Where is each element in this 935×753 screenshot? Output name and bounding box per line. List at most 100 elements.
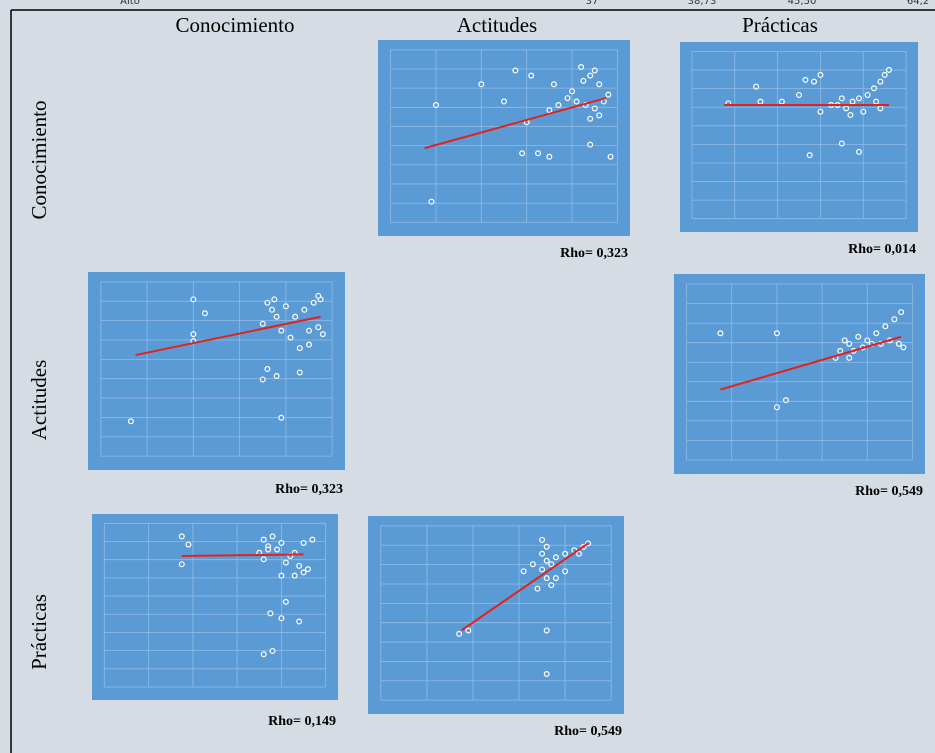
data-point <box>291 572 298 579</box>
data-point <box>596 112 603 119</box>
data-point <box>535 150 542 157</box>
data-point <box>260 556 267 563</box>
data-point <box>591 67 598 74</box>
data-point <box>550 81 557 88</box>
data-point <box>562 568 569 575</box>
data-point <box>278 615 285 622</box>
data-point <box>264 366 271 373</box>
header-strip-text: 37 <box>586 0 599 7</box>
row-header: Actitudes <box>27 360 51 440</box>
data-point <box>264 299 271 306</box>
data-point <box>310 299 317 306</box>
data-point <box>846 354 853 361</box>
data-point <box>465 627 472 634</box>
data-point <box>520 568 527 575</box>
rho-label: Rho= 0,549 <box>855 484 923 499</box>
data-point <box>178 533 185 540</box>
data-point <box>456 630 463 637</box>
data-point <box>278 414 285 421</box>
data-point <box>587 141 594 148</box>
data-point <box>562 550 569 557</box>
data-point <box>185 541 192 548</box>
data-point <box>201 310 208 317</box>
column-header: Conocimiento <box>176 13 295 37</box>
data-point <box>543 671 550 678</box>
data-point <box>580 77 587 84</box>
data-point <box>573 98 580 105</box>
scatter-panel <box>368 516 624 714</box>
data-point <box>847 112 854 119</box>
data-point <box>864 337 871 344</box>
scatter-panel <box>88 272 345 470</box>
scatter-panel <box>92 514 338 700</box>
data-point <box>849 98 856 105</box>
data-point <box>885 66 892 73</box>
data-point <box>575 550 582 557</box>
data-point <box>260 651 267 658</box>
data-point <box>838 140 845 147</box>
data-point <box>591 105 598 112</box>
data-point <box>543 575 550 582</box>
data-point <box>306 327 313 334</box>
data-point <box>855 333 862 340</box>
data-point <box>428 198 435 205</box>
data-point <box>838 95 845 102</box>
data-point <box>539 550 546 557</box>
rho-label: Rho= 0,323 <box>560 246 628 261</box>
data-point <box>881 71 888 78</box>
data-point <box>778 98 785 105</box>
data-point <box>300 539 307 546</box>
data-point <box>539 536 546 543</box>
data-point <box>529 561 536 568</box>
data-point <box>877 78 884 85</box>
data-point <box>817 108 824 115</box>
data-point <box>855 95 862 102</box>
column-header: Prácticas <box>742 13 818 37</box>
data-point <box>432 101 439 108</box>
data-point <box>607 153 614 160</box>
data-point <box>569 88 576 95</box>
data-point <box>534 585 541 592</box>
data-point <box>855 148 862 155</box>
data-point <box>296 618 303 625</box>
data-point <box>873 98 880 105</box>
data-point <box>864 91 871 98</box>
data-point <box>802 76 809 83</box>
data-point <box>178 561 185 568</box>
data-point <box>269 533 276 540</box>
data-point <box>773 404 780 411</box>
header-strip-text: 64,2 <box>907 0 929 7</box>
data-point <box>900 344 907 351</box>
data-point <box>306 341 313 348</box>
data-point <box>717 330 724 337</box>
data-point <box>543 543 550 550</box>
data-point <box>546 153 553 160</box>
data-point <box>578 64 585 71</box>
data-point <box>548 561 555 568</box>
data-point <box>265 546 272 553</box>
data-point <box>782 397 789 404</box>
data-point <box>546 107 553 114</box>
data-point <box>296 369 303 376</box>
data-point <box>528 72 535 79</box>
data-point <box>860 108 867 115</box>
data-point <box>895 340 902 347</box>
data-point <box>315 292 322 299</box>
data-point <box>301 306 308 313</box>
panel-background <box>88 272 345 470</box>
fit-line <box>720 335 902 391</box>
data-point <box>259 320 266 327</box>
data-point <box>273 313 280 320</box>
panel-background <box>674 274 925 474</box>
data-point <box>190 296 197 303</box>
panel-background <box>680 42 918 232</box>
data-point <box>282 559 289 566</box>
data-point <box>190 331 197 338</box>
data-point <box>300 569 307 576</box>
data-point <box>810 78 817 85</box>
row-header: Conocimiento <box>27 101 51 220</box>
data-point <box>882 323 889 330</box>
data-point <box>296 345 303 352</box>
